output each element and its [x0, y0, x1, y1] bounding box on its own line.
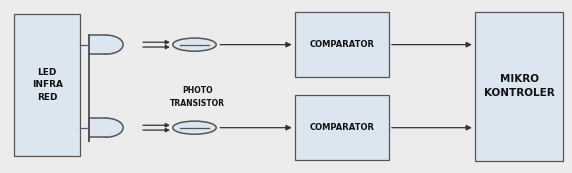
Circle shape	[173, 38, 216, 51]
Polygon shape	[89, 35, 123, 54]
FancyBboxPatch shape	[295, 12, 389, 77]
FancyBboxPatch shape	[295, 95, 389, 160]
Polygon shape	[89, 118, 123, 137]
Text: MIKRO
KONTROLER: MIKRO KONTROLER	[484, 75, 554, 98]
FancyBboxPatch shape	[14, 14, 80, 156]
Text: LED
INFRA
RED: LED INFRA RED	[31, 68, 63, 102]
Circle shape	[173, 121, 216, 134]
Text: COMPARATOR: COMPARATOR	[309, 40, 374, 49]
FancyBboxPatch shape	[475, 12, 563, 161]
Text: PHOTO
TRANSISTOR: PHOTO TRANSISTOR	[170, 86, 225, 108]
Text: COMPARATOR: COMPARATOR	[309, 123, 374, 132]
